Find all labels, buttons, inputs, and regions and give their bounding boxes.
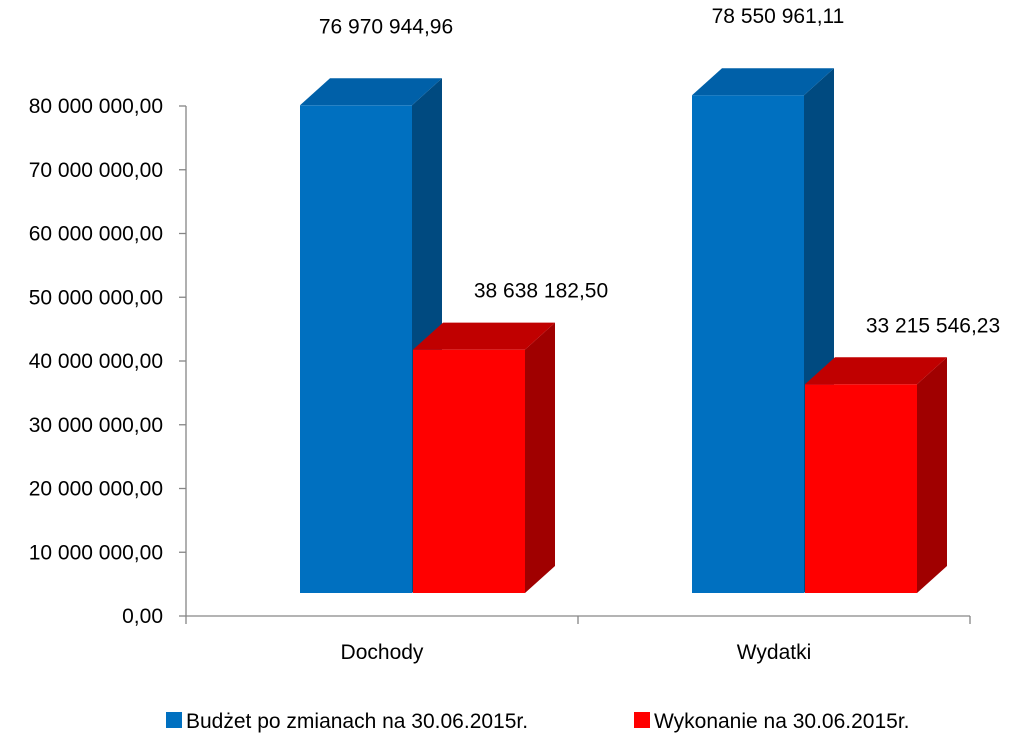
legend: Budżet po zmianach na 30.06.2015r. Wykona… — [166, 710, 910, 733]
x-category-label: Dochody — [341, 641, 424, 664]
x-category-label: Wydatki — [737, 641, 812, 664]
bars — [300, 68, 947, 594]
y-tick-label: 40 000 000,00 — [29, 350, 163, 373]
bar-top — [805, 357, 947, 385]
y-tick-label: 0,00 — [122, 605, 163, 628]
bar-side — [917, 357, 947, 593]
y-tick-label: 60 000 000,00 — [29, 223, 163, 246]
y-tick-label: 30 000 000,00 — [29, 414, 163, 437]
bar-front — [413, 349, 525, 593]
legend-swatch — [634, 712, 650, 728]
bar-top — [413, 322, 555, 350]
bar-front — [692, 95, 804, 594]
legend-swatch — [166, 712, 182, 728]
bar-side — [525, 322, 555, 593]
bar-front — [805, 384, 917, 593]
y-tick-label: 20 000 000,00 — [29, 478, 163, 501]
data-label: 78 550 961,11 — [712, 5, 845, 28]
bar-top — [300, 78, 442, 106]
y-tick-label: 70 000 000,00 — [29, 159, 163, 182]
bar-front — [300, 105, 412, 593]
data-labels: 76 970 944,96 38 638 182,50 78 550 961,11 3… — [319, 5, 1000, 337]
y-tick-label: 50 000 000,00 — [29, 286, 163, 309]
y-tick-label: 10 000 000,00 — [29, 541, 163, 564]
axes: 0,00 10 000 000,00 20 000 000,00 30 000 000… — [29, 95, 971, 664]
data-label: 38 638 182,50 — [474, 280, 608, 303]
legend-label: Budżet po zmianach na 30.06.2015r. — [186, 710, 528, 733]
legend-label: Wykonanie na 30.06.2015r. — [654, 710, 910, 733]
bar-top — [692, 68, 834, 96]
data-label: 76 970 944,96 — [319, 15, 453, 38]
data-label: 33 215 546,23 — [866, 314, 1000, 337]
y-tick-label: 80 000 000,00 — [29, 95, 163, 118]
